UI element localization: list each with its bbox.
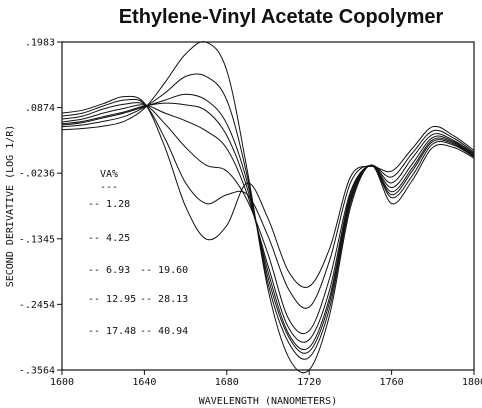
legend-entry: -- 4.25 <box>88 233 130 244</box>
y-tick-label: .1983 <box>25 38 55 49</box>
y-axis: .1983 .0874 -.0236 -.1345 -.2454 -.3564 <box>19 38 62 377</box>
legend-entry: -- 28.13 <box>140 294 188 305</box>
legend-entry: -- 40.94 <box>140 326 188 337</box>
x-tick-label: 1720 <box>297 377 321 388</box>
series-line-12-95 <box>61 104 475 343</box>
series-group <box>61 41 475 374</box>
plot-frame <box>61 41 475 371</box>
x-axis-label: WAVELENGTH (NANOMETERS) <box>199 396 337 407</box>
x-axis: 1600 1640 1680 1720 1760 1800 <box>50 370 482 388</box>
legend-title: VA% <box>100 169 118 180</box>
legend: VA% --- -- 1.28 -- 4.25 -- 6.93 -- 19.60 -- … <box>88 169 188 337</box>
series-line-17-48 <box>61 102 475 351</box>
legend-entry: -- 12.95 <box>88 294 136 305</box>
y-tick-label: .0874 <box>25 103 55 114</box>
series-line-1-28 <box>61 95 475 288</box>
y-tick-label: -.1345 <box>19 234 55 245</box>
series-line-28-13 <box>61 73 475 360</box>
x-tick-label: 1640 <box>132 377 156 388</box>
y-tick-label: -.0236 <box>19 169 55 180</box>
y-tick-label: -.2454 <box>19 300 55 311</box>
legend-entry: -- 19.60 <box>140 265 188 276</box>
series-line-6-93 <box>61 102 475 335</box>
series-line-19-60 <box>61 93 475 354</box>
legend-entry: -- 17.48 <box>88 326 136 337</box>
legend-title-underline: --- <box>100 182 118 193</box>
chart-title: Ethylene-Vinyl Acetate Copolymer <box>119 6 444 28</box>
y-tick-label: -.3564 <box>19 366 55 377</box>
series-line-4-25 <box>61 98 475 309</box>
y-axis-label: SECOND DERIVATIVE (LOG 1/R) <box>5 125 16 288</box>
legend-entry: -- 1.28 <box>88 199 130 210</box>
x-tick-label: 1680 <box>215 377 239 388</box>
legend-entry: -- 6.93 <box>88 265 130 276</box>
x-tick-label: 1600 <box>50 377 74 388</box>
series-line-40-94 <box>61 41 475 374</box>
x-tick-label: 1800 <box>462 377 482 388</box>
x-tick-label: 1760 <box>380 377 404 388</box>
